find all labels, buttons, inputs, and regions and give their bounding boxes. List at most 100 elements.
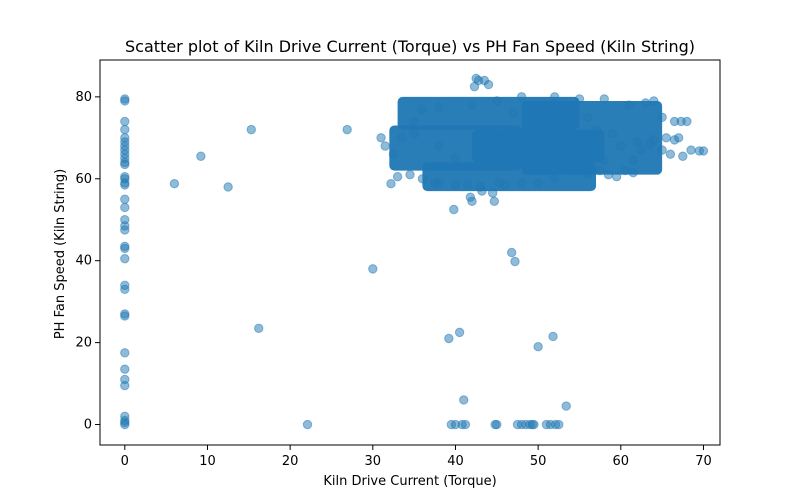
scatter-point [632,137,643,147]
y-tick-label: 80 [75,90,92,105]
x-tick-label: 50 [530,454,547,469]
scatter-point [657,145,667,155]
scatter-point [449,204,459,215]
scatter-point [583,159,593,170]
scatter-point [583,169,593,180]
scatter-point [549,174,560,184]
scatter-point [508,108,519,118]
scatter-point [678,151,688,161]
scatter-point [409,116,419,127]
scatter-point [628,155,638,166]
scatter-point [120,194,130,204]
x-tick-label: 40 [447,454,464,469]
scatter-point [628,167,638,178]
scatter-point [583,112,593,123]
y-axis-label: PH Fan Speed (Kiln String) [53,169,68,339]
scatter-point [489,196,500,207]
scatter-point [120,364,130,374]
scatter-point [459,395,469,405]
scatter-point [549,92,560,102]
scatter-point [649,135,659,145]
scatter-point [120,348,130,358]
dense-point-cluster [472,129,605,163]
scatter-point [649,96,659,106]
scatter-point [510,256,520,267]
chart-title: Scatter plot of Kiln Drive Current (Torq… [125,37,695,56]
scatter-point [566,161,576,172]
scatter-point [120,133,130,143]
scatter-point [500,180,510,190]
scatter-point [120,241,130,252]
x-tick-label: 20 [282,454,299,469]
scatter-point [620,165,630,176]
scatter-point [595,165,605,176]
scatter-point [120,215,130,225]
y-tick-label: 20 [75,336,92,351]
scatter-point [661,133,671,143]
scatter-point [388,149,399,159]
scatter-point [120,172,130,182]
scatter-point [686,145,696,155]
scatter-point [120,94,130,104]
scatter-point [533,178,543,188]
scatter-point [533,149,543,159]
x-tick-label: 70 [695,454,712,469]
scatter-point [120,202,130,213]
x-axis-label: Kiln Drive Current (Torque) [323,474,496,489]
scatter-point [529,419,539,430]
scatter-points [120,73,709,430]
scatter-point [487,188,498,198]
scatter-point [444,333,454,344]
scatter-point [492,96,502,106]
scatter-point [342,124,352,135]
plot-area-frame [99,59,721,446]
x-tick-label: 60 [613,454,630,469]
scatter-point [548,331,558,342]
scatter-point [450,153,461,163]
scatter-point [665,149,676,159]
y-tick-label: 40 [75,254,92,269]
scatter-point [454,327,465,338]
scatter-point [516,92,527,102]
scatter-point [591,124,601,135]
scatter-point [450,180,461,190]
scatter-point [624,100,634,110]
scatter-point [196,151,206,161]
scatter-point [603,169,614,180]
scatter-point [430,178,440,188]
scatter-point [636,145,647,155]
scatter-point [554,419,564,430]
scatter-point [120,309,130,319]
scatter-point [417,104,428,114]
scatter-point [120,116,130,127]
x-tick-label: 10 [199,454,216,469]
scatter-point [397,133,407,143]
scatter-point [169,178,180,189]
scatter-point [558,116,568,127]
scatter-point [599,94,609,104]
scatter-point [611,172,622,182]
scatter-point [120,124,130,135]
scatter-point [516,178,527,188]
y-tick-label: 60 [75,172,92,187]
scatter-point [254,323,264,333]
scatter-point [698,146,709,156]
scatter-point [640,98,651,108]
scatter-point [120,374,130,385]
scatter-point [475,182,485,192]
scatter-point [409,129,419,139]
scatter-point [673,133,684,143]
y-tick-label: 0 [84,418,92,433]
scatter-point [574,94,585,104]
scatter-point [386,178,396,189]
scatter-point [302,419,313,430]
scatter-point [223,182,233,192]
scatter-point [616,141,626,151]
scatter-point [533,342,543,352]
x-tick-label: 30 [365,454,382,469]
scatter-point [506,247,517,258]
scatter-point [561,401,571,411]
scatter-point [483,79,494,90]
